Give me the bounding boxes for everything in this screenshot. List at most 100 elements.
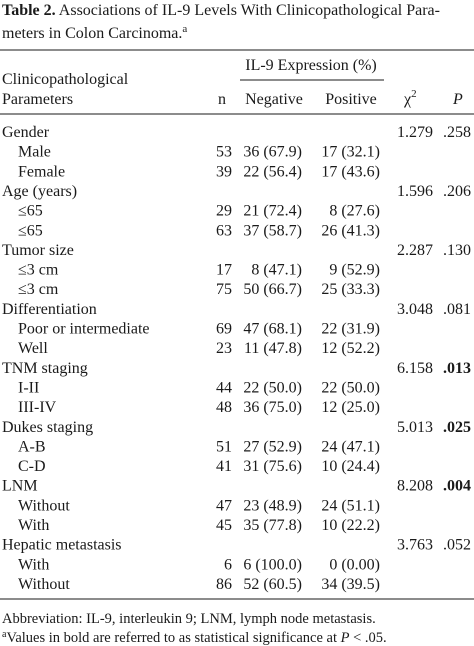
n-value: 29 xyxy=(216,203,232,220)
note-mark: a xyxy=(2,629,7,640)
negative-value: 37 (58.7) xyxy=(243,222,302,239)
positive-value: 0 (0.00) xyxy=(329,556,380,573)
row-label: I-II xyxy=(18,379,39,396)
n-value: 63 xyxy=(216,222,232,239)
row-label: With xyxy=(18,517,49,534)
n-value: 53 xyxy=(216,144,232,161)
row-label: With xyxy=(18,556,49,573)
positive-value: 34 (39.5) xyxy=(321,576,380,593)
span-header: IL-9 Expression (%) xyxy=(245,57,377,74)
note-end: < .05. xyxy=(350,630,387,646)
n-value: 75 xyxy=(216,281,232,298)
positive-value: 17 (43.6) xyxy=(321,163,380,180)
positive-value: 25 (33.3) xyxy=(321,281,380,298)
row-label: ≤3 cm xyxy=(18,281,59,298)
chi2-value: 3.763 xyxy=(397,537,433,554)
positive-value: 22 (50.0) xyxy=(321,379,380,396)
row-label: III-IV xyxy=(18,399,57,416)
positive-value: 12 (25.0) xyxy=(321,399,380,416)
positive-value: 9 (52.9) xyxy=(329,262,380,279)
row-label: ≤65 xyxy=(18,222,43,239)
positive-value: 22 (31.9) xyxy=(321,321,380,338)
chi-sup: 2 xyxy=(411,88,417,100)
table-body: Gender 1.279 .258 Male 53 36 (67.9) 17 (32.1) F… xyxy=(2,124,471,593)
negative-value: 35 (77.8) xyxy=(243,517,302,534)
p-value: .206 xyxy=(443,183,471,200)
negative-value: 8 (47.1) xyxy=(251,262,302,279)
positive-value: 26 (41.3) xyxy=(321,222,380,239)
positive-value: 24 (51.1) xyxy=(321,497,380,514)
p-value: .081 xyxy=(443,301,471,318)
p-value: .004 xyxy=(443,478,471,495)
n-value: 86 xyxy=(216,576,232,593)
row-label: ≤3 cm xyxy=(18,262,59,279)
n-value: 6 xyxy=(224,556,232,573)
group-name: Tumor size xyxy=(2,242,74,259)
p-value: .258 xyxy=(443,124,471,141)
footnote: Abbreviation: IL-9, interleukin 9; LNM, … xyxy=(2,611,376,627)
row-label: ≤65 xyxy=(18,203,43,220)
col-label: Clinicopathological xyxy=(2,71,129,88)
group-name: Age (years) xyxy=(2,183,77,200)
n-value: 41 xyxy=(216,458,232,475)
group-name: TNM staging xyxy=(2,360,88,377)
negative-value: 52 (60.5) xyxy=(243,576,302,593)
row-label: Male xyxy=(18,144,51,161)
chi2-value: 1.596 xyxy=(397,183,433,200)
col-n: n xyxy=(218,91,226,108)
title-line: meters in Colon Carcinoma. xyxy=(2,25,182,42)
negative-value: 36 (75.0) xyxy=(243,399,302,416)
negative-value: 6 (100.0) xyxy=(243,556,302,573)
negative-value: 27 (52.9) xyxy=(243,438,302,455)
chi2-value: 6.158 xyxy=(397,360,433,377)
chi2-value: 5.013 xyxy=(397,419,433,436)
n-value: 23 xyxy=(216,340,232,357)
chi: χ xyxy=(403,91,412,108)
group-name: Hepatic metastasis xyxy=(2,537,122,554)
n-value: 69 xyxy=(216,321,232,338)
note-p: P xyxy=(340,630,350,646)
p-value: .052 xyxy=(443,537,471,554)
row-label: C-D xyxy=(18,458,46,475)
n-value: 47 xyxy=(216,497,232,514)
title: meters in Colon Carcinoma.a xyxy=(2,23,187,42)
p-value: .130 xyxy=(443,242,471,259)
negative-value: 11 (47.8) xyxy=(244,340,302,357)
chi2-value: 8.208 xyxy=(397,478,433,495)
positive-value: 8 (27.6) xyxy=(329,203,380,220)
footnote: aValues in bold are referred to as stati… xyxy=(2,629,387,646)
group-name: Dukes staging xyxy=(2,419,93,436)
n-value: 51 xyxy=(216,438,232,455)
title-line: Associations of IL-9 Levels With Clinico… xyxy=(59,2,440,19)
note-text: Values in bold are referred to as statis… xyxy=(6,630,340,646)
row-label: Without xyxy=(18,497,70,514)
group-name: LNM xyxy=(2,478,38,495)
row-label: Poor or intermediate xyxy=(18,321,150,338)
group-name: Gender xyxy=(2,124,50,141)
positive-value: 10 (22.2) xyxy=(321,517,380,534)
col-chi: χ2 xyxy=(403,88,417,108)
n-value: 45 xyxy=(216,517,232,534)
chi2-value: 3.048 xyxy=(397,301,433,318)
title-note: a xyxy=(182,23,187,35)
negative-value: 31 (75.6) xyxy=(243,458,302,475)
negative-value: 22 (56.4) xyxy=(243,163,302,180)
n-value: 44 xyxy=(216,379,232,396)
title: Table 2. Associations of IL-9 Levels Wit… xyxy=(2,2,440,19)
n-value: 17 xyxy=(216,262,232,279)
negative-value: 21 (72.4) xyxy=(243,203,302,220)
p-value: .025 xyxy=(443,419,471,436)
p-value: .013 xyxy=(443,360,471,377)
row-label: Female xyxy=(18,163,65,180)
col-label: Parameters xyxy=(2,91,73,108)
positive-value: 24 (47.1) xyxy=(321,438,380,455)
title-label: Table 2. xyxy=(2,2,56,19)
chi2-value: 1.279 xyxy=(397,124,433,141)
negative-value: 36 (67.9) xyxy=(243,144,302,161)
col-negative: Negative xyxy=(245,91,303,108)
negative-value: 22 (50.0) xyxy=(243,379,302,396)
positive-value: 10 (24.4) xyxy=(321,458,380,475)
n-value: 48 xyxy=(216,399,232,416)
positive-value: 17 (32.1) xyxy=(321,144,380,161)
